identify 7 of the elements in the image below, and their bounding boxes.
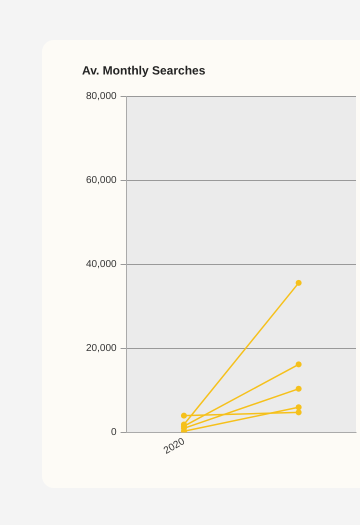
y-tick-label: 80,000 [86, 91, 118, 102]
x-tick-label: 2020 [162, 436, 188, 457]
y-tick-label: 0 [111, 427, 118, 438]
y-tick-label: 20,000 [86, 343, 118, 354]
chart-title: Av. Monthly Searches [82, 64, 206, 78]
y-tick-label: 40,000 [86, 259, 118, 270]
y-tick-label: 60,000 [86, 175, 118, 186]
